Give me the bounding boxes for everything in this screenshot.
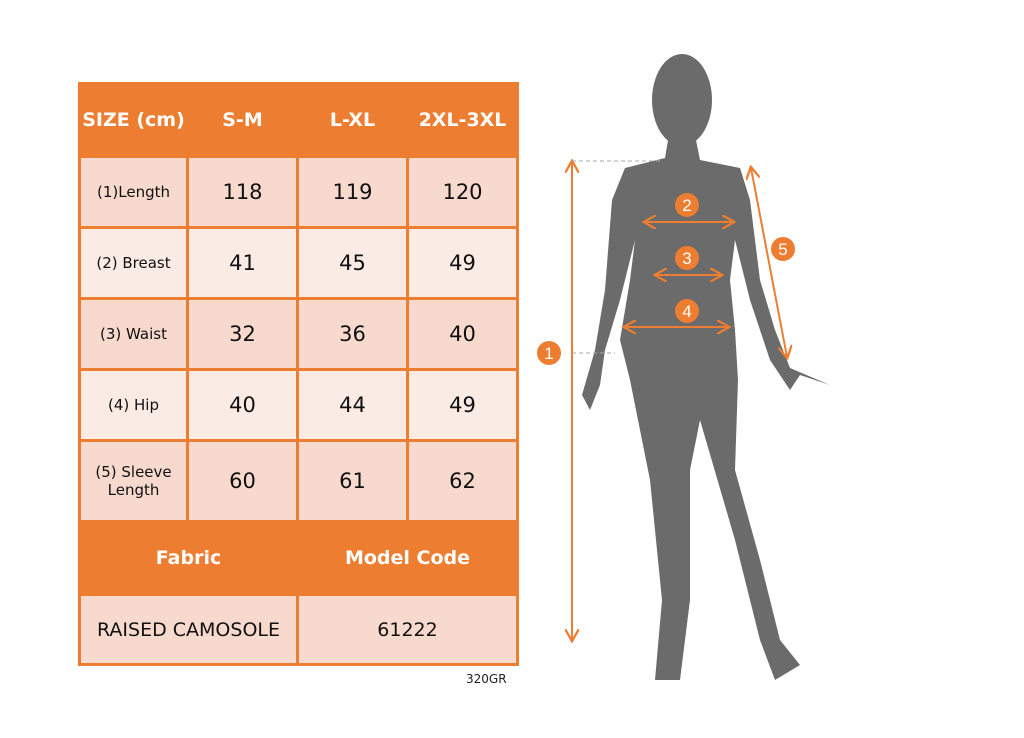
cell: 119 <box>296 155 409 229</box>
row-label: (5) Sleeve Length <box>78 439 189 523</box>
marker-1: 1 <box>544 344 553 363</box>
cell: 36 <box>296 297 409 371</box>
cell: 41 <box>186 226 299 300</box>
silhouette <box>582 54 830 680</box>
col-header: L-XL <box>296 82 409 158</box>
table-row: (3) Waist 32 36 40 <box>78 297 519 371</box>
row-label: (3) Waist <box>78 297 189 371</box>
size-header: SIZE (cm) <box>78 82 189 158</box>
row-label: (1)Length <box>78 155 189 229</box>
footer-header-row: Fabric Model Code <box>78 520 519 596</box>
cell: 40 <box>406 297 519 371</box>
cell: 40 <box>186 368 299 442</box>
weight-note: 320GR <box>466 672 507 686</box>
cell: 61 <box>296 439 409 523</box>
cell: 44 <box>296 368 409 442</box>
size-table: SIZE (cm) S-M L-XL 2XL-3XL (1)Length 118… <box>78 82 519 666</box>
marker-3: 3 <box>682 249 691 268</box>
cell: 45 <box>296 226 409 300</box>
cell: 120 <box>406 155 519 229</box>
fabric-header: Fabric <box>78 520 299 596</box>
cell: 118 <box>186 155 299 229</box>
marker-2: 2 <box>682 196 691 215</box>
cell: 32 <box>186 297 299 371</box>
row-label: (4) Hip <box>78 368 189 442</box>
model-code-value: 61222 <box>296 593 519 666</box>
model-code-header: Model Code <box>296 520 519 596</box>
marker-5: 5 <box>778 240 787 259</box>
cell: 60 <box>186 439 299 523</box>
sleeve-arrow <box>751 168 787 357</box>
table-row: (5) Sleeve Length 60 61 62 <box>78 439 519 523</box>
cell: 49 <box>406 368 519 442</box>
table-row: (4) Hip 40 44 49 <box>78 368 519 442</box>
header-row: SIZE (cm) S-M L-XL 2XL-3XL <box>78 82 519 158</box>
footer-row: RAISED CAMOSOLE 61222 <box>78 593 519 666</box>
table-row: (2) Breast 41 45 49 <box>78 226 519 300</box>
col-header: 2XL-3XL <box>406 82 519 158</box>
col-header: S-M <box>186 82 299 158</box>
table-row: (1)Length 118 119 120 <box>78 155 519 229</box>
cell: 49 <box>406 226 519 300</box>
fabric-value: RAISED CAMOSOLE <box>78 593 299 666</box>
marker-4: 4 <box>682 302 691 321</box>
cell: 62 <box>406 439 519 523</box>
row-label: (2) Breast <box>78 226 189 300</box>
